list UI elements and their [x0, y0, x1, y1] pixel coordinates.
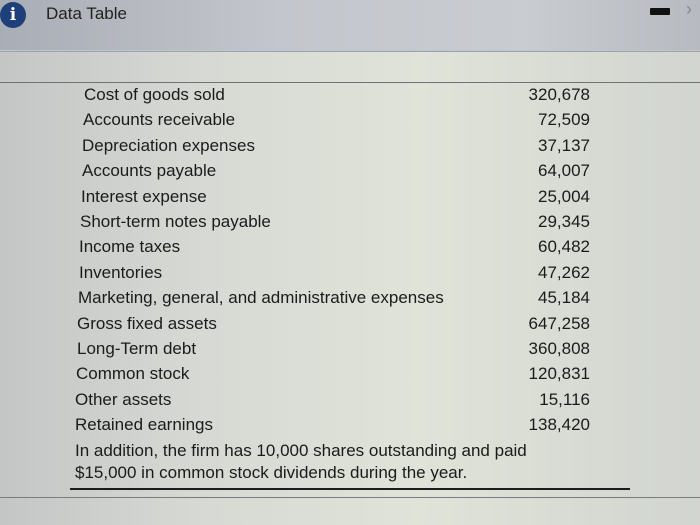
content-area [0, 52, 700, 525]
row-label: Long-Term debt [77, 338, 197, 358]
row-value: 138,420 [528, 415, 590, 435]
data-table: Cost of goods sold 320,678 Accounts rece… [70, 84, 610, 439]
row-value: 647,258 [528, 313, 590, 333]
row-label: Inventories [79, 262, 163, 282]
table-row: Gross fixed assets 647,258 [70, 313, 610, 338]
footnote-line-1: In addition, the firm has 10,000 shares … [75, 441, 527, 460]
window-title: Data Table [46, 4, 127, 23]
table-row: Interest expense 25,004 [70, 186, 610, 211]
row-label: Short-term notes payable [80, 211, 271, 231]
minimize-button[interactable] [650, 8, 670, 15]
table-row: Inventories 47,262 [70, 262, 610, 287]
table-row: Accounts receivable 72,509 [70, 109, 610, 134]
bottom-rule [0, 497, 700, 498]
table-row: Long-Term debt 360,808 [70, 338, 610, 363]
row-value: 25,004 [538, 186, 590, 206]
row-label: Gross fixed assets [77, 313, 217, 333]
row-value: 64,007 [538, 161, 590, 181]
table-row: Retained earnings 138,420 [70, 414, 610, 439]
row-value: 320,678 [528, 85, 590, 104]
row-label: Depreciation expenses [82, 135, 255, 155]
chevron-right-icon[interactable]: › [686, 0, 692, 19]
row-value: 29,345 [538, 211, 590, 231]
footnote: In addition, the firm has 10,000 shares … [75, 440, 635, 484]
row-value: 37,137 [538, 135, 590, 155]
row-value: 360,808 [528, 338, 590, 358]
row-label: Interest expense [81, 186, 207, 206]
row-label: Accounts receivable [83, 110, 236, 130]
table-row: Cost of goods sold 320,678 [70, 84, 610, 109]
row-value: 45,184 [538, 288, 590, 308]
row-label: Other assets [75, 389, 172, 409]
row-label: Accounts payable [82, 161, 217, 181]
row-value: 72,509 [538, 110, 590, 130]
footnote-rule [70, 488, 630, 490]
row-value: 60,482 [538, 237, 590, 257]
row-value: 120,831 [528, 364, 590, 384]
row-label: Income taxes [79, 237, 181, 257]
row-label: Cost of goods sold [84, 85, 225, 104]
table-row: Short-term notes payable 29,345 [70, 211, 610, 236]
table-row: Income taxes 60,482 [70, 236, 610, 261]
table-row: Marketing, general, and administrative e… [70, 287, 610, 312]
header-divider [0, 51, 700, 52]
row-value: 15,116 [539, 389, 590, 409]
table-row: Common stock 120,831 [70, 363, 610, 388]
row-value: 47,262 [538, 262, 590, 282]
row-label: Common stock [76, 364, 190, 384]
table-row: Depreciation expenses 37,137 [70, 135, 610, 160]
table-row: Other assets 15,116 [70, 389, 610, 414]
row-label: Marketing, general, and administrative e… [78, 288, 444, 308]
window-header: i Data Table › [0, 0, 700, 50]
table-top-rule [0, 82, 700, 83]
info-icon: i [0, 2, 26, 28]
table-row: Accounts payable 64,007 [70, 160, 610, 185]
footnote-line-2: $15,000 in common stock dividends during… [75, 463, 468, 482]
row-label: Retained earnings [75, 415, 213, 435]
